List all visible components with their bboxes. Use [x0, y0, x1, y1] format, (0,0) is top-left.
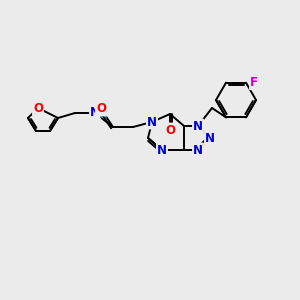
Text: N: N [193, 143, 203, 157]
Text: N: N [205, 131, 215, 145]
Text: O: O [96, 103, 106, 116]
Text: N: N [147, 116, 157, 128]
Text: H: H [99, 110, 108, 120]
Text: N: N [193, 119, 203, 133]
Text: O: O [165, 124, 175, 136]
Text: N: N [157, 143, 167, 157]
Text: O: O [33, 101, 43, 115]
Text: N: N [90, 106, 100, 119]
Text: F: F [250, 76, 258, 89]
